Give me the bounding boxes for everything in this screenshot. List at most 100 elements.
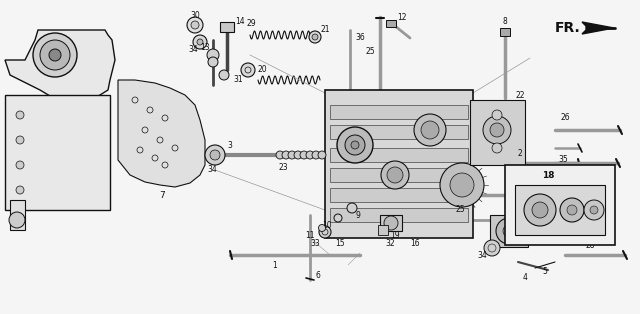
Text: 21: 21 (320, 25, 330, 35)
Circle shape (300, 151, 308, 159)
Circle shape (560, 198, 584, 222)
Circle shape (294, 151, 302, 159)
Text: 34: 34 (188, 46, 198, 55)
Circle shape (49, 49, 61, 61)
Circle shape (207, 49, 219, 61)
Text: 30: 30 (190, 12, 200, 20)
Text: 4: 4 (523, 273, 527, 283)
Circle shape (16, 136, 24, 144)
Circle shape (306, 151, 314, 159)
Circle shape (450, 173, 474, 197)
Circle shape (384, 216, 398, 230)
Bar (330, 208, 468, 222)
Bar (515, 185, 605, 235)
Text: 33: 33 (310, 239, 320, 247)
Text: FR.: FR. (554, 21, 580, 35)
Circle shape (347, 203, 357, 213)
Text: 20: 20 (257, 66, 267, 74)
Text: 14: 14 (235, 18, 245, 26)
Bar (330, 168, 468, 182)
Text: 5: 5 (543, 268, 547, 277)
Text: 26: 26 (560, 113, 570, 122)
Circle shape (483, 116, 511, 144)
Text: 2: 2 (518, 149, 522, 158)
Circle shape (312, 151, 320, 159)
Polygon shape (582, 22, 614, 34)
Text: 18: 18 (541, 171, 554, 180)
Text: 31: 31 (233, 75, 243, 84)
Text: 34: 34 (207, 165, 217, 175)
Circle shape (312, 34, 318, 40)
Text: 24: 24 (510, 181, 520, 190)
Polygon shape (5, 95, 110, 210)
Text: 13: 13 (200, 44, 210, 52)
Bar (378, 225, 388, 235)
Text: 28: 28 (585, 241, 595, 250)
Text: 8: 8 (502, 18, 508, 26)
Circle shape (318, 151, 326, 159)
Text: 6: 6 (316, 270, 321, 279)
Circle shape (309, 31, 321, 43)
Text: 7: 7 (159, 191, 165, 199)
Bar (490, 215, 528, 247)
Circle shape (208, 57, 218, 67)
Text: 15: 15 (335, 239, 345, 247)
Circle shape (16, 186, 24, 194)
Circle shape (524, 194, 556, 226)
Circle shape (484, 240, 500, 256)
Circle shape (319, 226, 331, 238)
Circle shape (288, 151, 296, 159)
Circle shape (187, 17, 203, 33)
Text: 25: 25 (365, 47, 375, 57)
Bar (386, 20, 396, 27)
Circle shape (40, 40, 70, 70)
Text: 11: 11 (305, 230, 315, 240)
Text: 9: 9 (356, 210, 360, 219)
Circle shape (282, 151, 290, 159)
Bar (330, 125, 468, 139)
Text: 35: 35 (558, 155, 568, 165)
Circle shape (490, 123, 504, 137)
Circle shape (193, 35, 207, 49)
Circle shape (16, 161, 24, 169)
Circle shape (492, 110, 502, 120)
Circle shape (496, 218, 522, 244)
Circle shape (334, 214, 342, 222)
Polygon shape (118, 80, 205, 187)
Bar (500, 28, 510, 36)
Bar (470, 100, 525, 165)
Circle shape (337, 127, 373, 163)
Bar (325, 90, 473, 238)
Text: 12: 12 (397, 14, 407, 23)
Circle shape (440, 163, 484, 207)
Circle shape (387, 167, 403, 183)
Bar (220, 22, 234, 32)
Circle shape (276, 151, 284, 159)
Circle shape (421, 121, 439, 139)
Text: 10: 10 (322, 220, 332, 230)
Text: 23: 23 (278, 164, 288, 172)
Circle shape (584, 200, 604, 220)
Text: 25: 25 (455, 205, 465, 214)
Bar (330, 188, 468, 202)
Polygon shape (10, 200, 25, 230)
Circle shape (210, 150, 220, 160)
Circle shape (590, 206, 598, 214)
Text: 17: 17 (505, 205, 515, 214)
Circle shape (197, 39, 203, 45)
Bar (380, 215, 402, 231)
Circle shape (191, 21, 199, 29)
Text: 16: 16 (410, 239, 420, 247)
Text: 29: 29 (246, 19, 256, 29)
Circle shape (381, 161, 409, 189)
Circle shape (33, 33, 77, 77)
Circle shape (532, 202, 548, 218)
Polygon shape (5, 30, 115, 100)
Circle shape (319, 225, 326, 231)
Circle shape (219, 70, 229, 80)
Bar (330, 148, 468, 162)
Circle shape (351, 141, 359, 149)
Text: 34: 34 (477, 252, 487, 261)
Text: 3: 3 (228, 140, 232, 149)
Text: 22: 22 (515, 90, 525, 100)
